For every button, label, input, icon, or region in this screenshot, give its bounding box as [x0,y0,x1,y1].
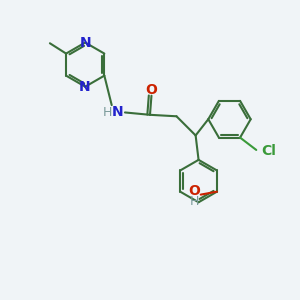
Text: N: N [112,106,123,119]
Text: N: N [79,80,90,94]
Text: O: O [188,184,200,198]
Text: Cl: Cl [262,144,277,158]
Text: N: N [80,35,92,50]
Text: O: O [146,83,158,98]
Text: H: H [190,195,199,208]
Text: H: H [103,106,112,119]
